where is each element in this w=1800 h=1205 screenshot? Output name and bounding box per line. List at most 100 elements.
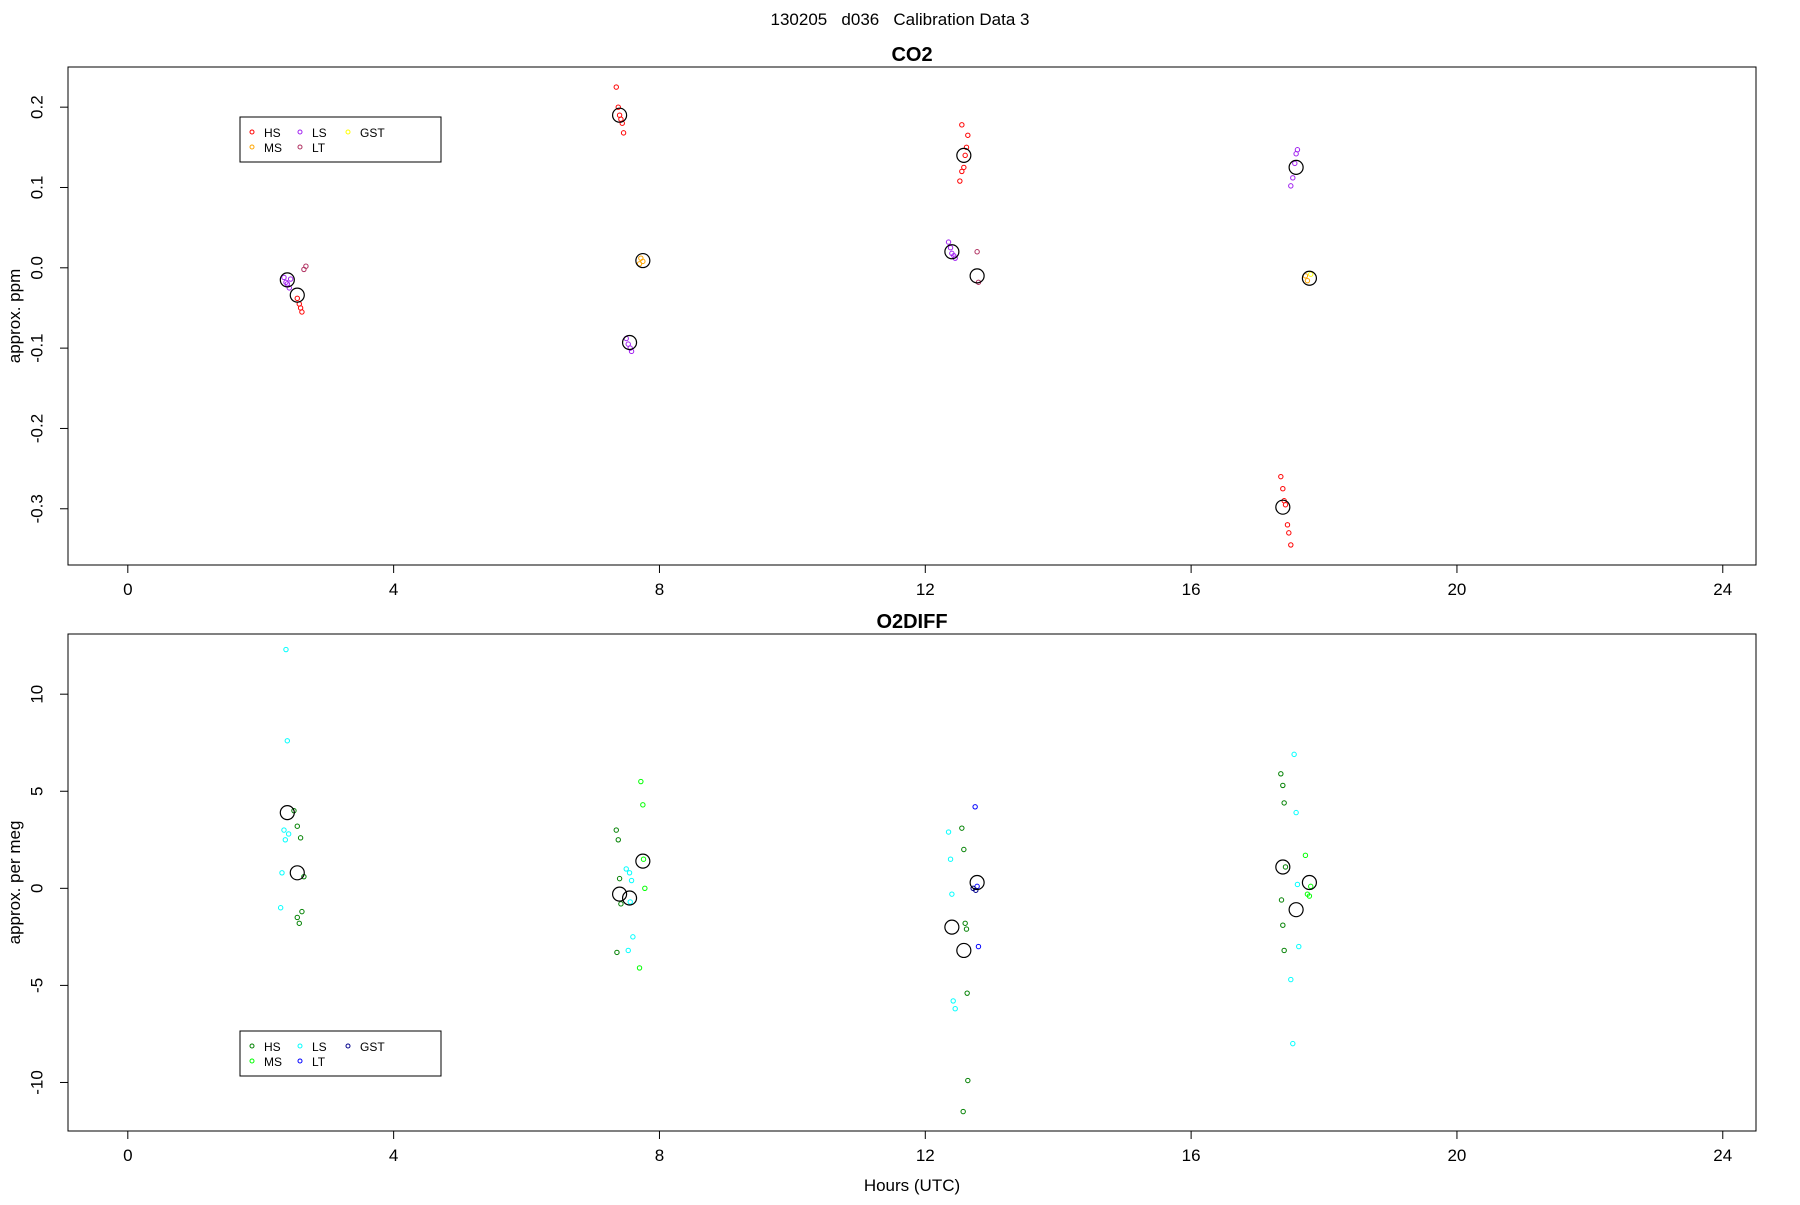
x-tick-label: 12 — [916, 580, 935, 599]
legend-label: LT — [312, 1055, 326, 1069]
data-point-mean — [279, 272, 295, 288]
data-point-ls — [285, 831, 292, 837]
data-point-ls — [1293, 809, 1299, 816]
data-point-mean — [1288, 902, 1304, 918]
y-tick-label: -0.1 — [27, 333, 46, 362]
data-point-mean — [969, 268, 985, 284]
data-point-ls — [950, 998, 956, 1004]
data-point-ls — [279, 870, 285, 876]
data-point-hs — [615, 104, 621, 110]
data-point-hs — [1278, 897, 1285, 903]
data-point-ls — [628, 877, 635, 884]
data-point-hs — [965, 1077, 971, 1084]
data-point-mean — [944, 244, 960, 260]
data-point-lt — [975, 943, 982, 950]
x-tick-label: 24 — [1713, 580, 1732, 599]
data-point-mean — [289, 865, 305, 881]
data-point-hs — [1278, 473, 1284, 480]
legend-label: GST — [360, 126, 385, 140]
data-point-ms — [640, 258, 646, 265]
data-point-ls — [283, 646, 289, 653]
data-point-hs — [296, 920, 302, 926]
data-point-mean — [621, 334, 638, 351]
data-point-hs — [1284, 522, 1291, 528]
data-point-ls — [1288, 976, 1294, 983]
y-tick-label: -0.3 — [27, 494, 46, 523]
data-point-mean — [289, 287, 305, 303]
x-tick-label: 8 — [655, 580, 664, 599]
y-tick-label: 5 — [27, 787, 46, 796]
legend-marker — [249, 144, 255, 150]
legend-label: MS — [264, 1055, 282, 1069]
data-point-mean — [1275, 859, 1291, 875]
data-point-hs — [962, 152, 968, 159]
legend-marker — [345, 1043, 351, 1049]
x-tick-label: 4 — [389, 1146, 398, 1165]
data-point-hs — [1280, 922, 1286, 928]
legend-marker — [297, 129, 303, 135]
data-point-hs — [613, 84, 619, 90]
y-tick-label: -0.2 — [27, 414, 46, 443]
data-point-hs — [618, 901, 624, 907]
data-point-ls — [947, 856, 954, 862]
data-point-hs — [960, 1108, 966, 1115]
data-point-mean — [1301, 270, 1318, 286]
data-point-ls — [625, 947, 631, 954]
data-point-hs — [620, 130, 627, 136]
data-point-mean — [969, 874, 985, 891]
legend-marker — [249, 129, 255, 135]
legend-label: HS — [264, 1040, 281, 1054]
data-point-mean — [635, 853, 651, 869]
data-point-mean — [956, 942, 972, 959]
legend-box — [239, 1030, 442, 1077]
data-point-ls — [945, 239, 952, 245]
data-point-ms — [1304, 277, 1311, 284]
figure-suptitle: 130205 d036 Calibration Data 3 — [770, 10, 1030, 29]
data-point-hs — [299, 908, 305, 915]
data-point-hs — [1280, 485, 1286, 492]
x-tick-label: 0 — [123, 1146, 132, 1165]
data-point-ls — [1291, 751, 1297, 758]
y-tick-label: 0.2 — [27, 95, 46, 119]
panel-title: O2DIFF — [876, 611, 947, 633]
data-point-hs — [619, 120, 625, 126]
data-point-mean — [635, 252, 651, 269]
data-point-hs — [1286, 530, 1292, 536]
data-point-ms — [638, 778, 644, 785]
data-point-hs — [1288, 542, 1294, 548]
y-axis-label: approx. ppm — [5, 269, 24, 364]
data-point-ls — [623, 866, 629, 872]
legend-label: MS — [264, 141, 282, 155]
data-point-hs — [294, 823, 300, 829]
data-point-ls — [286, 285, 293, 291]
x-tick-label: 16 — [1182, 1146, 1201, 1165]
data-point-hs — [1282, 864, 1289, 870]
x-tick-label: 16 — [1182, 580, 1201, 599]
data-point-ls — [1294, 147, 1301, 153]
x-tick-label: 24 — [1713, 1146, 1732, 1165]
data-point-ls — [282, 837, 289, 843]
data-point-ls — [1296, 943, 1302, 950]
data-point-hs — [299, 309, 305, 315]
data-point-mean — [944, 919, 960, 935]
data-point-hs — [964, 990, 970, 996]
data-point-mean — [611, 886, 628, 902]
data-point-hs — [294, 295, 300, 302]
data-point-ls — [627, 345, 633, 351]
x-tick-label: 20 — [1447, 580, 1466, 599]
legend-marker — [297, 1058, 303, 1064]
y-tick-label: 0 — [27, 884, 46, 893]
data-point-ls — [277, 905, 284, 911]
data-point-ls — [630, 934, 636, 940]
legend-label: HS — [264, 126, 281, 140]
data-point-gst — [973, 887, 979, 893]
data-point-hs — [615, 837, 621, 843]
legend-label: LS — [312, 126, 327, 140]
data-point-ls — [626, 870, 633, 876]
y-tick-label: -10 — [27, 1070, 46, 1095]
data-point-hs — [1282, 502, 1289, 508]
data-point-hs — [1278, 771, 1284, 777]
